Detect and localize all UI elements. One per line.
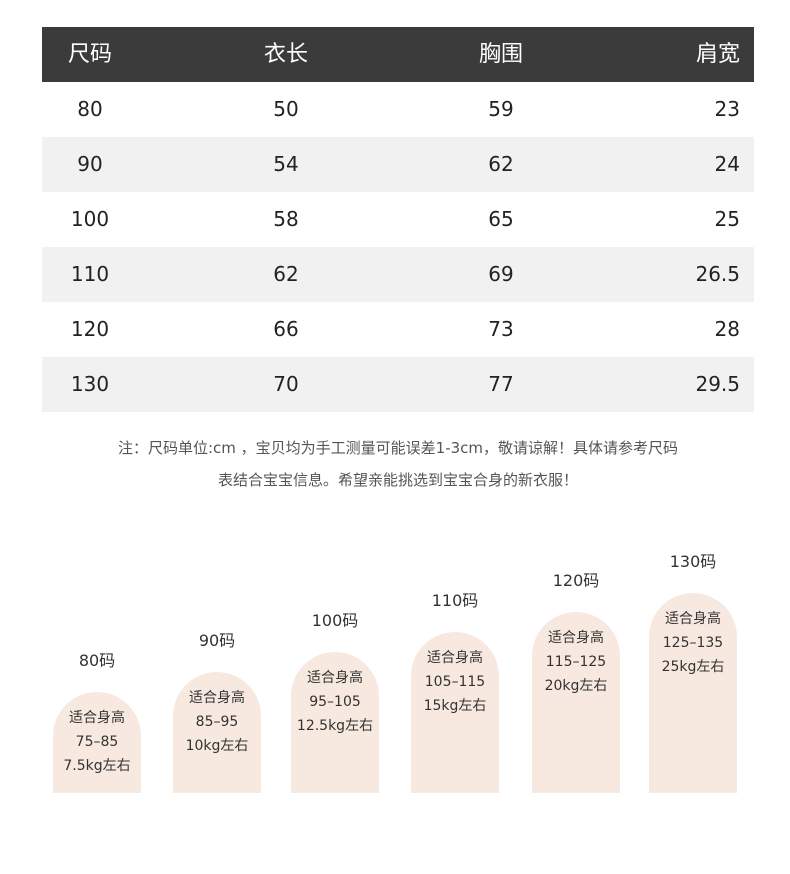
size-label: 100码 <box>311 611 359 630</box>
card-text: 25kg左右 <box>661 659 725 675</box>
table-cell: 26.5 <box>695 262 740 286</box>
card-text: 适合身高 <box>548 630 604 646</box>
table-row: 120 66 73 28 <box>42 302 754 357</box>
table-cell: 29.5 <box>695 372 740 396</box>
card-text: 75–85 <box>75 734 119 750</box>
card-text: 105–115 <box>424 674 486 690</box>
size-label: 90码 <box>198 631 236 650</box>
card-text: 115–125 <box>545 654 607 670</box>
size-card: 适合身高 85–95 10kg左右 <box>173 672 261 793</box>
table-row: 80 50 59 23 <box>42 82 754 137</box>
table-header: 尺码 衣长 胸围 肩宽 <box>42 27 754 82</box>
note-text: 注：尺码单位:cm ，宝贝均为手工测量可能误差1-3cm，敬请谅解！具体请参考尺… <box>117 439 679 457</box>
card-text: 7.5kg左右 <box>63 758 131 774</box>
card-text: 适合身高 <box>69 710 125 726</box>
card-text: 85–95 <box>195 714 239 730</box>
card-text: 10kg左右 <box>185 738 249 754</box>
size-card: 适合身高 95–105 12.5kg左右 <box>291 652 379 793</box>
card-text: 适合身高 <box>189 690 245 706</box>
size-card: 适合身高 115–125 20kg左右 <box>532 612 620 793</box>
size-label: 110码 <box>431 591 479 610</box>
table-cell: 24 <box>714 152 740 176</box>
table-cell: 25 <box>714 207 740 231</box>
card-text: 20kg左右 <box>544 678 608 694</box>
size-card: 适合身高 105–115 15kg左右 <box>411 632 499 793</box>
size-card: 适合身高 125–135 25kg左右 <box>649 593 737 793</box>
header-cell: 肩宽 <box>695 42 740 67</box>
card-text: 适合身高 <box>665 611 721 627</box>
card-text: 适合身高 <box>307 670 363 686</box>
table-cell: 23 <box>714 97 740 121</box>
table-row: 130 70 77 29.5 <box>42 357 754 412</box>
card-text: 95–105 <box>309 694 361 710</box>
size-label: 120码 <box>552 571 600 590</box>
card-text: 适合身高 <box>427 650 483 666</box>
size-label: 130码 <box>669 552 717 571</box>
size-label: 80码 <box>78 651 116 670</box>
table-row: 90 54 62 24 <box>42 137 754 192</box>
table-cell: 28 <box>714 317 740 341</box>
card-text: 12.5kg左右 <box>296 718 374 734</box>
size-card: 适合身高 75–85 7.5kg左右 <box>53 692 141 793</box>
table-row: 110 62 69 26.5 <box>42 247 754 302</box>
note-text: 表结合宝宝信息。希望亲能挑选到宝宝合身的新衣服！ <box>217 471 578 489</box>
card-text: 15kg左右 <box>423 698 487 714</box>
table-row: 100 58 65 25 <box>42 192 754 247</box>
card-text: 125–135 <box>662 635 724 651</box>
